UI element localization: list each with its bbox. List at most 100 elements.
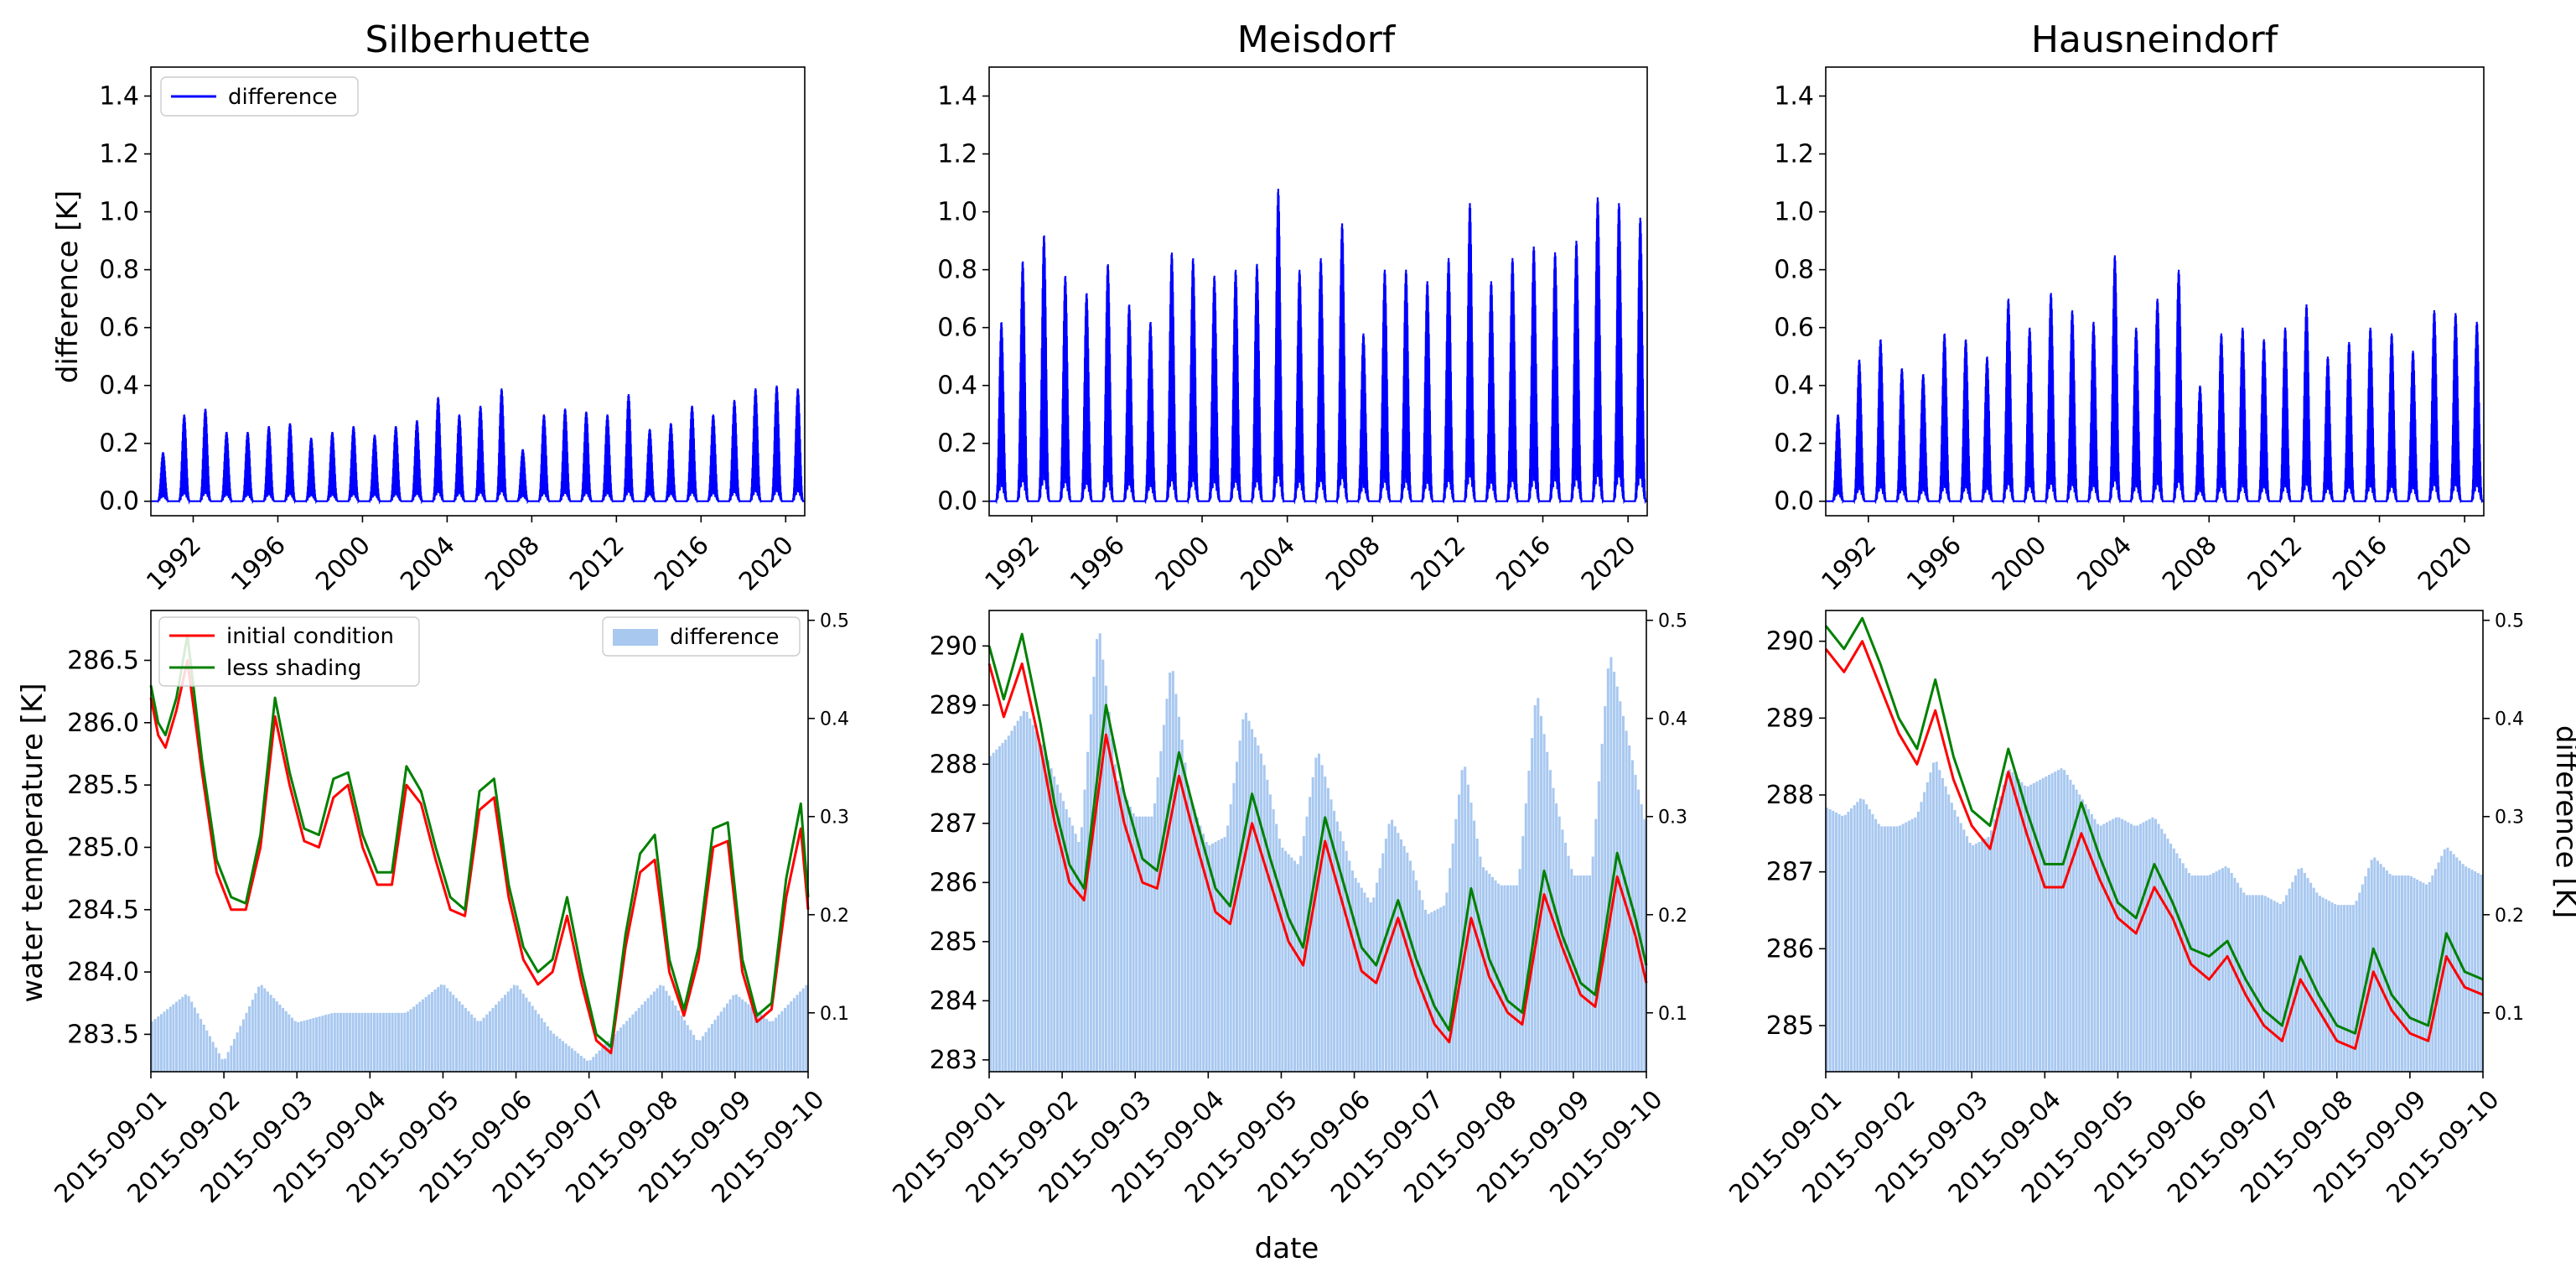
difference-bar	[1542, 734, 1546, 1072]
difference-bar	[1080, 827, 1083, 1072]
difference-bar	[1092, 677, 1096, 1072]
difference-bar	[321, 1016, 324, 1072]
difference-bar	[1862, 799, 1865, 1072]
difference-bar	[2196, 875, 2200, 1072]
difference-bar	[717, 1016, 720, 1072]
difference-bar	[1850, 808, 1853, 1072]
difference-bar	[388, 1012, 391, 1072]
y-tick-label: 1.2	[937, 140, 977, 169]
difference-bar	[1600, 744, 1604, 1072]
difference-bar	[568, 1046, 571, 1072]
y-tick-label: 285.5	[67, 771, 139, 800]
y-tick-label: 284.0	[67, 958, 139, 987]
difference-bar	[202, 1024, 205, 1072]
difference-bar	[2127, 822, 2130, 1072]
difference-bar	[1597, 781, 1600, 1072]
difference-bar	[1573, 875, 1576, 1072]
difference-bar	[1935, 761, 1938, 1072]
difference-bar	[351, 1012, 355, 1072]
difference-bar	[2175, 853, 2179, 1072]
difference-bar	[324, 1015, 327, 1072]
difference-bar	[1132, 813, 1135, 1072]
difference-bar	[2108, 820, 2112, 1072]
difference-bar	[2345, 905, 2349, 1072]
difference-bar	[780, 1010, 784, 1072]
difference-bar	[236, 1032, 239, 1072]
difference-bar	[1643, 818, 1646, 1072]
difference-bar	[1342, 841, 1345, 1072]
difference-bar	[1096, 639, 1099, 1072]
difference-bar	[1333, 810, 1336, 1072]
difference-bar	[2048, 775, 2051, 1072]
difference-bar	[1205, 842, 1208, 1072]
difference-bar	[2105, 822, 2108, 1072]
difference-bar	[555, 1036, 558, 1072]
difference-bar	[992, 752, 995, 1072]
difference-bar	[1436, 908, 1439, 1072]
less-shading-line	[1824, 616, 2484, 1035]
difference-bar	[2278, 904, 2282, 1072]
difference-bar	[1053, 777, 1056, 1072]
difference-bar	[2248, 895, 2252, 1072]
difference-bar	[1195, 817, 1199, 1072]
difference-bar	[786, 1005, 790, 1072]
difference-bar	[1296, 864, 1299, 1072]
difference-bar	[1004, 740, 1008, 1072]
difference-bar	[1208, 844, 1211, 1072]
difference-bar	[2026, 786, 2029, 1072]
difference-bar	[1458, 794, 1461, 1072]
difference-bar	[2370, 860, 2373, 1072]
difference-bar	[488, 1010, 491, 1072]
difference-bar	[1044, 751, 1047, 1072]
difference-bar	[1558, 816, 1561, 1072]
difference-bar	[1594, 818, 1598, 1072]
difference-bar	[1120, 787, 1123, 1072]
difference-bar	[284, 1010, 288, 1072]
difference-bar	[607, 1040, 610, 1072]
difference-bar	[2160, 829, 2164, 1072]
difference-bar	[570, 1048, 573, 1072]
difference-bar	[2020, 782, 2024, 1072]
difference-bar	[577, 1053, 580, 1072]
difference-bar	[248, 1006, 251, 1072]
y-tick-label: 285	[1766, 1011, 1814, 1041]
difference-bar	[1433, 910, 1436, 1072]
difference-bar	[534, 1010, 537, 1072]
y2-tick-label: 0.1	[820, 1004, 849, 1025]
difference-bar	[2035, 781, 2039, 1072]
difference-bar	[357, 1012, 360, 1072]
difference-bar	[2254, 895, 2257, 1072]
difference-bar	[1920, 802, 1923, 1072]
difference-bar	[1369, 902, 1372, 1072]
difference-bar	[1512, 885, 1516, 1072]
panel-title-silberhuette: Silberhuette	[365, 18, 590, 61]
difference-bar	[1220, 839, 1223, 1072]
difference-bar	[272, 998, 276, 1072]
difference-bar	[1244, 712, 1247, 1072]
difference-bar	[339, 1012, 343, 1072]
difference-bar	[1959, 823, 1962, 1072]
axes-frame	[1825, 610, 2484, 1073]
difference-bar	[376, 1012, 379, 1072]
difference-bar	[2425, 884, 2428, 1072]
difference-bar	[211, 1042, 215, 1072]
difference-bar	[418, 1001, 422, 1072]
difference-bar	[364, 1012, 367, 1072]
difference-bar	[233, 1039, 236, 1072]
difference-bar	[1122, 793, 1126, 1072]
difference-bar	[1223, 837, 1226, 1072]
difference-bar	[1284, 850, 1288, 1072]
difference-bar	[1640, 804, 1643, 1072]
difference-bar	[726, 1003, 729, 1072]
less-shading-line	[149, 634, 810, 1048]
difference-bar	[744, 1001, 747, 1072]
y-tick-label: 0.6	[937, 314, 977, 343]
difference-bar	[2312, 887, 2315, 1072]
difference-bar	[230, 1045, 233, 1072]
difference-bar	[1892, 826, 1895, 1072]
difference-bar	[989, 756, 993, 1072]
y-tick-label: 287	[930, 809, 977, 839]
difference-bar	[181, 996, 184, 1072]
difference-bar	[1354, 877, 1357, 1072]
difference-bar	[470, 1014, 474, 1072]
